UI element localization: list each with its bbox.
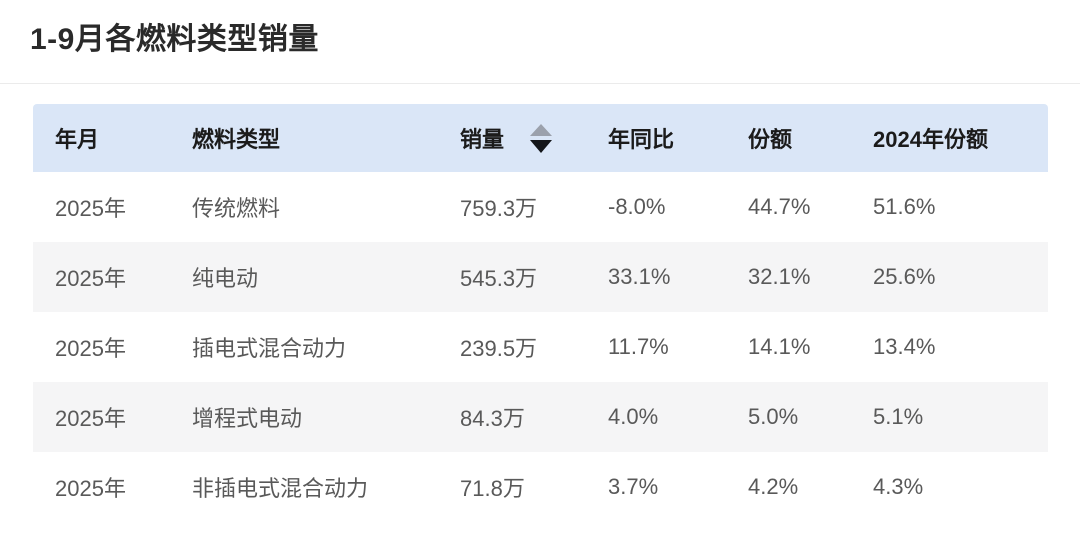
cell-fuel-type: 纯电动	[192, 266, 259, 291]
cell-year-month: 2025年	[55, 336, 126, 361]
cell-share: 5.0%	[748, 404, 799, 429]
cell-share-2024: 25.6%	[873, 264, 936, 289]
table-row: 2025年 非插电式混合动力 71.8万 3.7% 4.2% 4.3%	[33, 452, 1048, 522]
col-header-label: 年月	[55, 127, 100, 152]
cell-share: 14.1%	[748, 334, 811, 359]
sort-asc-icon[interactable]	[530, 123, 553, 136]
cell-share: 44.7%	[748, 194, 811, 219]
cell-share-2024: 51.6%	[873, 194, 936, 219]
col-header-share[interactable]: 份额	[726, 122, 851, 154]
table-row: 2025年 增程式电动 84.3万 4.0% 5.0% 5.1%	[33, 382, 1048, 452]
cell-year-month: 2025年	[55, 406, 126, 431]
table-header-row: 年月 燃料类型 销量 年同比 份额 2024年份额	[33, 104, 1048, 172]
cell-yoy: 11.7%	[608, 334, 669, 359]
col-header-label: 燃料类型	[192, 127, 281, 152]
col-header-sales[interactable]: 销量	[438, 122, 586, 154]
cell-year-month: 2025年	[55, 196, 126, 221]
cell-share: 32.1%	[748, 264, 811, 289]
cell-share-2024: 13.4%	[873, 334, 936, 359]
cell-fuel-type: 增程式电动	[192, 406, 303, 431]
table-row: 2025年 插电式混合动力 239.5万 11.7% 14.1% 13.4%	[33, 312, 1048, 382]
table-row: 2025年 传统燃料 759.3万 -8.0% 44.7% 51.6%	[33, 172, 1048, 242]
cell-year-month: 2025年	[55, 266, 126, 291]
cell-share-2024: 4.3%	[873, 474, 924, 499]
col-header-label: 年同比	[608, 127, 675, 152]
cell-yoy: -8.0%	[608, 194, 666, 219]
col-header-label: 2024年份额	[873, 127, 988, 152]
cell-sales: 84.3万	[460, 406, 525, 431]
table-row: 2025年 纯电动 545.3万 33.1% 32.1% 25.6%	[33, 242, 1048, 312]
sort-control[interactable]	[530, 123, 553, 153]
cell-sales: 545.3万	[460, 266, 538, 291]
col-header-yoy[interactable]: 年同比	[586, 122, 726, 154]
sort-desc-icon[interactable]	[530, 139, 553, 153]
fuel-sales-table: 年月 燃料类型 销量 年同比 份额 2024年份额 2025年 传统燃料 759…	[33, 104, 1048, 522]
cell-sales: 239.5万	[460, 336, 538, 361]
title-divider	[0, 83, 1080, 84]
col-header-label: 销量	[460, 127, 505, 152]
cell-yoy: 4.0%	[608, 404, 659, 429]
cell-sales: 759.3万	[460, 196, 538, 221]
cell-share: 4.2%	[748, 474, 799, 499]
cell-share-2024: 5.1%	[873, 404, 924, 429]
col-header-fuel-type[interactable]: 燃料类型	[170, 122, 438, 154]
col-header-year-month[interactable]: 年月	[33, 122, 170, 154]
cell-sales: 71.8万	[460, 476, 525, 501]
cell-fuel-type: 插电式混合动力	[192, 336, 347, 361]
cell-yoy: 33.1%	[608, 264, 671, 289]
page-title: 1-9月各燃料类型销量	[30, 23, 319, 56]
col-header-share-2024[interactable]: 2024年份额	[851, 122, 1048, 154]
cell-yoy: 3.7%	[608, 474, 659, 499]
col-header-label: 份额	[748, 127, 793, 152]
cell-fuel-type: 非插电式混合动力	[192, 476, 369, 501]
cell-year-month: 2025年	[55, 476, 126, 501]
cell-fuel-type: 传统燃料	[192, 196, 281, 221]
